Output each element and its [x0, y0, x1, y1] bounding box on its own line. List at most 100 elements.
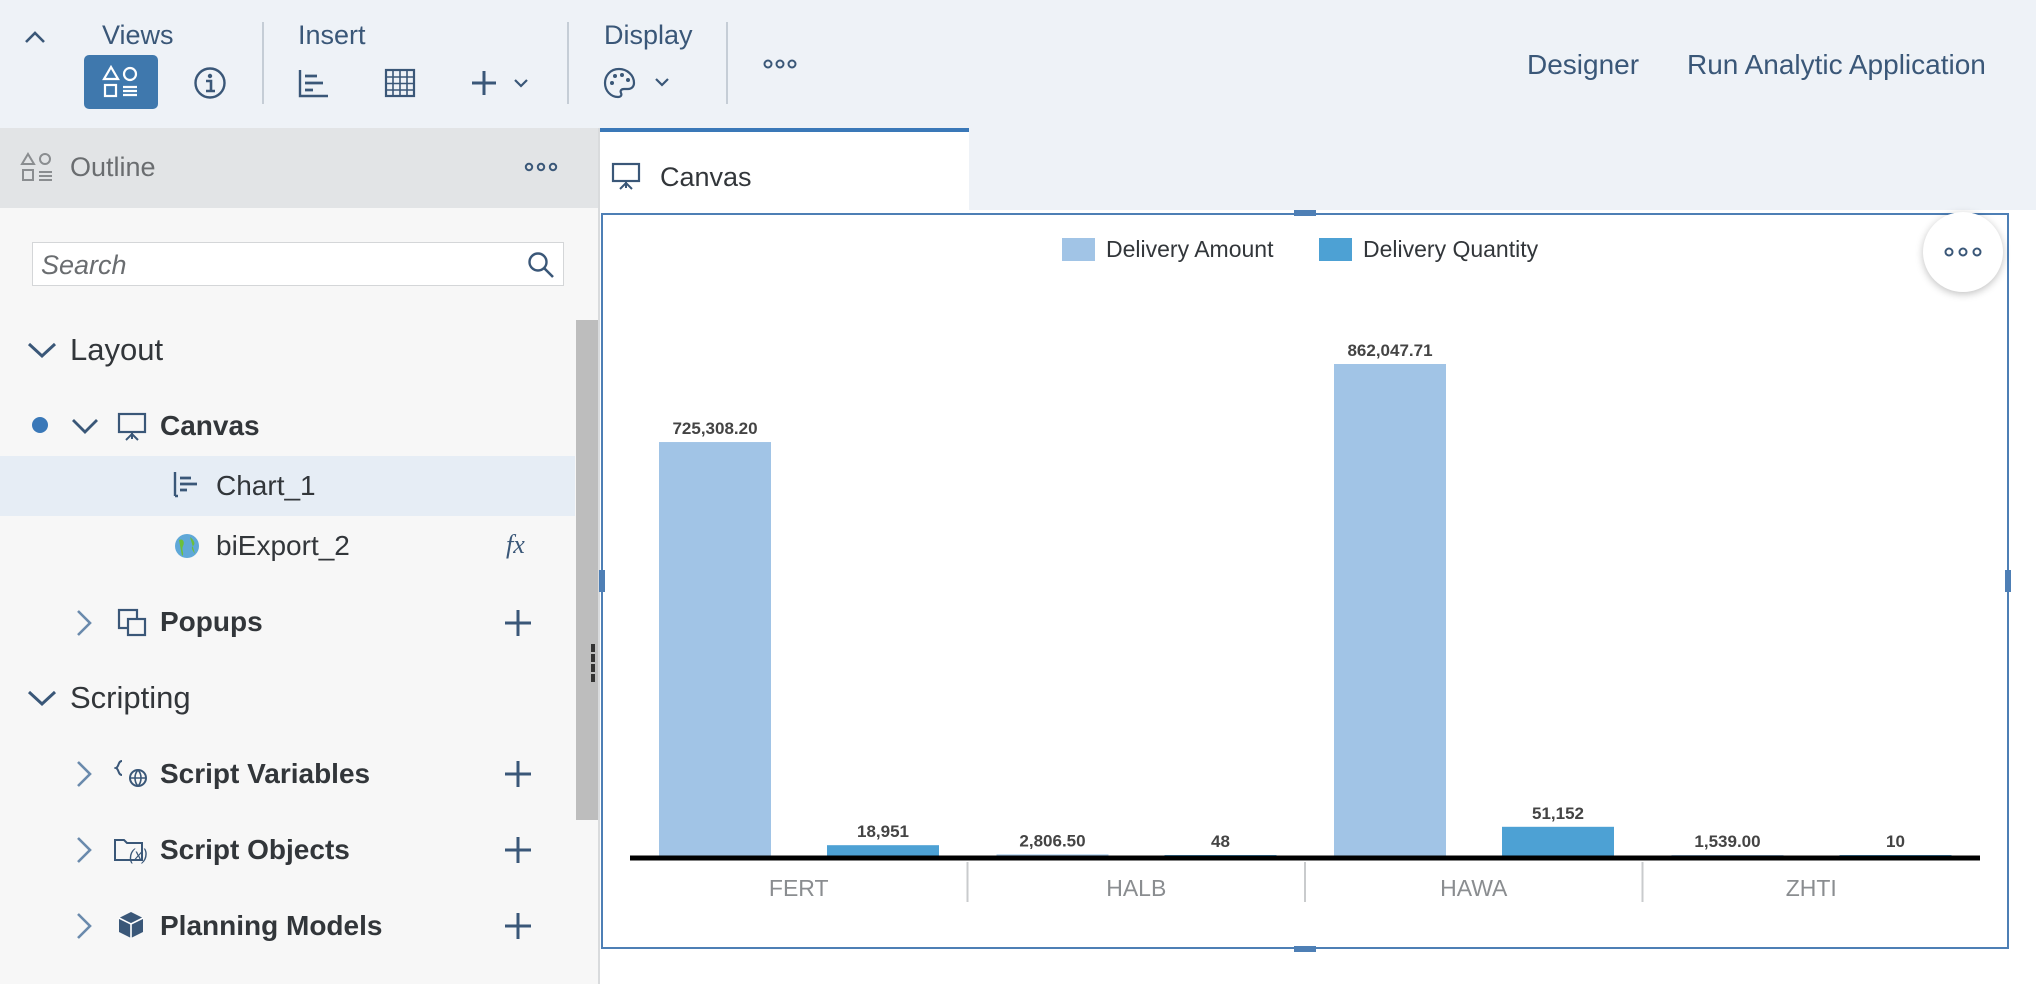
legend-item-quantity[interactable]: Delivery Quantity [1319, 236, 1538, 263]
plus-icon [505, 610, 531, 636]
insert-table-button[interactable] [378, 62, 422, 104]
category-label-hawa: HAWA [1440, 875, 1508, 901]
outline-search-field[interactable] [32, 242, 564, 286]
data-label-quantity-hawa: 51,152 [1532, 804, 1584, 823]
legend-item-amount[interactable]: Delivery Amount [1062, 236, 1273, 263]
svg-text:(x): (x) [129, 847, 148, 864]
data-label-quantity-zhti: 10 [1886, 832, 1905, 851]
chart-more-button[interactable] [1923, 212, 2003, 292]
bar-amount-hawa[interactable] [1334, 364, 1446, 856]
resize-handle-right[interactable] [2005, 570, 2011, 592]
planning-models-expand-icon[interactable] [74, 911, 94, 946]
plus-icon [505, 761, 531, 787]
info-icon [194, 67, 226, 99]
more-icon [1944, 247, 1982, 257]
add-popup-button[interactable] [503, 608, 533, 643]
views-group-title: Views [102, 20, 174, 50]
cube-icon [116, 910, 146, 945]
tree-item-popups[interactable]: Popups [160, 606, 263, 637]
tree-item-script-objects[interactable]: Script Objects [160, 834, 350, 865]
more-icon [763, 59, 797, 69]
display-theme-dropdown[interactable] [602, 62, 674, 104]
info-button[interactable] [186, 62, 234, 104]
search-icon[interactable] [527, 251, 555, 284]
script-variables-expand-icon[interactable] [74, 759, 94, 794]
popups-expand-icon[interactable] [74, 608, 94, 643]
script-objects-expand-icon[interactable] [74, 835, 94, 870]
legend-swatch-quantity [1319, 238, 1352, 261]
chart-icon [172, 470, 202, 503]
outline-title: Outline [70, 152, 156, 182]
data-label-amount-hawa: 862,047.71 [1347, 341, 1432, 360]
outline-panel-body [0, 208, 598, 984]
script-object-folder-icon: (x) [112, 834, 152, 871]
add-script-variable-button[interactable] [503, 759, 533, 794]
data-label-quantity-halb: 48 [1211, 832, 1230, 851]
tree-item-planning-models[interactable]: Planning Models [160, 910, 383, 941]
plus-icon [505, 837, 531, 863]
data-label-amount-halb: 2,806.50 [1019, 831, 1085, 850]
scripting-section-title[interactable]: Scripting [70, 680, 191, 715]
panel-divider [598, 128, 600, 984]
bar-amount-halb[interactable] [996, 854, 1109, 856]
toolbar-separator [567, 22, 569, 104]
search-input[interactable] [39, 247, 513, 283]
resize-handle-top[interactable] [1294, 210, 1316, 216]
designer-button[interactable]: Designer [1527, 49, 1640, 80]
toolbar-separator [262, 22, 264, 104]
resize-handle-left[interactable] [599, 570, 605, 592]
data-label-quantity-fert: 18,951 [857, 822, 909, 841]
toolbar-separator [726, 22, 728, 104]
shapes-list-icon [102, 65, 138, 98]
insert-more-dropdown[interactable] [462, 62, 534, 104]
status-dot [32, 417, 48, 433]
display-group-title: Display [604, 20, 693, 50]
presentation-icon [610, 161, 642, 196]
add-planning-model-button[interactable] [503, 911, 533, 946]
bar-chart: 725,308.20 18,951 FERT 2,806.50 48 HALB 862,04… [630, 341, 1980, 902]
tree-item-biexport-2[interactable]: biExport_2 [216, 530, 350, 561]
layout-section-title[interactable]: Layout [70, 332, 164, 367]
resize-handle-bottom[interactable] [1294, 946, 1316, 952]
add-script-object-button[interactable] [503, 835, 533, 870]
presentation-icon [116, 410, 148, 447]
table-icon [384, 68, 416, 98]
data-label-amount-zhti: 1,539.00 [1694, 832, 1760, 851]
data-label-amount-fert: 725,308.20 [672, 419, 757, 438]
insert-group-title: Insert [298, 20, 366, 50]
scripting-expand-icon[interactable] [26, 688, 58, 713]
bar-quantity-fert[interactable] [827, 845, 939, 856]
category-label-fert: FERT [769, 875, 829, 901]
legend-label-quantity: Delivery Quantity [1363, 236, 1539, 262]
legend-label-amount: Delivery Amount [1106, 236, 1274, 262]
toolbar: Views Insert Display Designer Run Analyt… [0, 0, 2036, 128]
bar-quantity-hawa[interactable] [1502, 826, 1614, 856]
legend-swatch-amount [1062, 238, 1095, 261]
layout-expand-icon[interactable] [26, 340, 58, 365]
outline-panel-header: Outline [0, 128, 598, 208]
tab-canvas[interactable]: Canvas [600, 128, 969, 210]
outline-more-button[interactable] [524, 160, 558, 178]
run-analytic-application-button[interactable]: Run Analytic Application [1687, 49, 1986, 80]
toolbar-overflow-button[interactable] [758, 46, 802, 82]
plus-icon [505, 913, 531, 939]
category-label-zhti: ZHTI [1786, 875, 1837, 901]
insert-chart-button[interactable] [292, 62, 336, 104]
tab-canvas-label: Canvas [660, 162, 752, 192]
outline-icon [20, 152, 54, 189]
outline-view-button[interactable] [84, 55, 158, 109]
category-label-halb: HALB [1106, 875, 1166, 901]
globe-icon [173, 532, 201, 565]
canvas-expand-icon[interactable] [70, 416, 100, 441]
palette-icon [603, 67, 669, 99]
bar-amount-fert[interactable] [659, 442, 771, 856]
fx-script-icon[interactable]: fx [506, 530, 525, 559]
tree-item-chart-1[interactable]: Chart_1 [216, 470, 316, 501]
collapse-toolbar-icon[interactable] [18, 20, 52, 54]
tree-item-script-variables[interactable]: Script Variables [160, 758, 371, 789]
panel-resize-handle[interactable] [589, 644, 597, 682]
popup-icon [116, 606, 148, 643]
tree-item-canvas[interactable]: Canvas [160, 410, 260, 441]
outline-scrollbar[interactable] [576, 320, 598, 820]
more-icon [524, 162, 558, 172]
